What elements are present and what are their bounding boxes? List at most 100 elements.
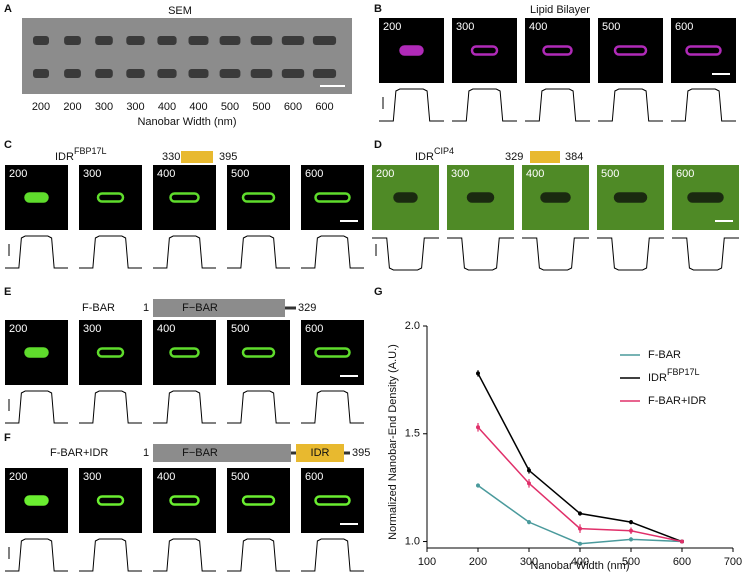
nanobar [613,45,648,56]
micrograph [227,320,290,385]
intensity-profile [447,237,514,271]
width-label: 200 [32,101,50,113]
micrograph [79,468,142,533]
x-tick-label: 700 [724,556,742,568]
data-point [476,371,480,376]
width-label: 400 [157,471,175,483]
intensity-profile [79,235,142,269]
residue-end: 395 [352,447,370,459]
width-label: 500 [221,101,239,113]
micrograph [598,18,663,83]
intensity-profile [227,235,290,269]
micrograph [301,165,364,230]
construct-label: IDRFBP17L [55,146,106,163]
sem-slot [126,36,145,45]
data-point [527,520,531,525]
nanobar [241,192,276,203]
sem-slot [33,69,49,78]
sem-slot [157,36,177,45]
nanobar [466,192,495,203]
nanobar [314,495,351,506]
intensity-profile [597,237,664,271]
residue-end: 329 [298,302,316,314]
x-tick-label: 400 [571,556,589,568]
intensity-profile [79,538,142,572]
text-part: F-BAR+IDR [648,395,706,407]
nanobar [399,45,424,56]
intensity-profile [153,390,216,424]
sem-slot [250,36,273,45]
panel-letter: E [4,286,11,298]
legend-label: IDRFBP17L [648,367,699,384]
residue-start: 329 [505,151,523,163]
panel-title: Lipid Bilayer [530,4,590,16]
idr-domain [296,444,344,462]
intensity-profile [672,237,739,271]
nanobar [96,495,125,506]
width-label: 300 [83,471,101,483]
legend-label: F-BAR [648,349,681,361]
construct-label: F-BAR+IDR [50,447,108,459]
intensity-profile [452,88,517,122]
width-label: 300 [95,101,113,113]
micrograph [153,468,216,533]
residue-start: 1 [143,447,149,459]
width-label: 300 [126,101,144,113]
width-label: 400 [157,323,175,335]
x-tick-label: 200 [469,556,487,568]
text-part: F-BAR [648,349,681,361]
nanobar [241,495,276,506]
data-point [578,526,582,531]
intensity-profile [5,538,68,572]
data-point [476,483,480,488]
text-part: IDR [415,151,434,163]
micrograph [153,320,216,385]
width-label: 200 [63,101,81,113]
idr-domain [181,151,213,163]
width-label: 300 [83,168,101,180]
nanobar [24,192,49,203]
intensity-profile [301,538,364,572]
panel-letter: G [374,286,383,298]
micrograph [525,18,590,83]
width-label: 500 [602,21,620,33]
micrograph [227,468,290,533]
width-label: 400 [189,101,207,113]
width-label: 300 [451,168,469,180]
width-label: 600 [305,471,323,483]
nanobar [393,192,418,203]
data-point [527,481,531,486]
nanobar [169,495,200,506]
y-tick-label: 1.5 [405,428,420,440]
sem-slot [219,36,241,45]
intensity-profile [522,237,589,271]
micrograph [671,18,736,83]
sem-slot [95,69,113,78]
text-part: FBP17L [74,146,107,156]
width-label: 400 [157,168,175,180]
y-axis-title: Normalized Nanobar-End Density (A.U.) [387,344,399,540]
sem-slot [188,36,209,45]
width-label: 600 [676,168,694,180]
intensity-profile [5,235,68,269]
nanobar [314,192,351,203]
nanobar [542,45,573,56]
width-label: 200 [9,471,27,483]
construct-label: IDRCIP4 [415,146,454,163]
width-label: 300 [83,323,101,335]
width-label: 200 [376,168,394,180]
data-point [527,468,531,473]
x-tick-label: 100 [418,556,436,568]
text-part: IDR [55,151,74,163]
nanobar [96,347,125,358]
idr-domain [530,151,560,163]
intensity-profile [598,88,663,122]
data-point [578,541,582,546]
micrograph [79,165,142,230]
width-label: 200 [9,323,27,335]
nanobar [24,347,49,358]
panel-letter: D [374,139,382,151]
width-label: 600 [305,323,323,335]
intensity-profile [372,237,439,271]
